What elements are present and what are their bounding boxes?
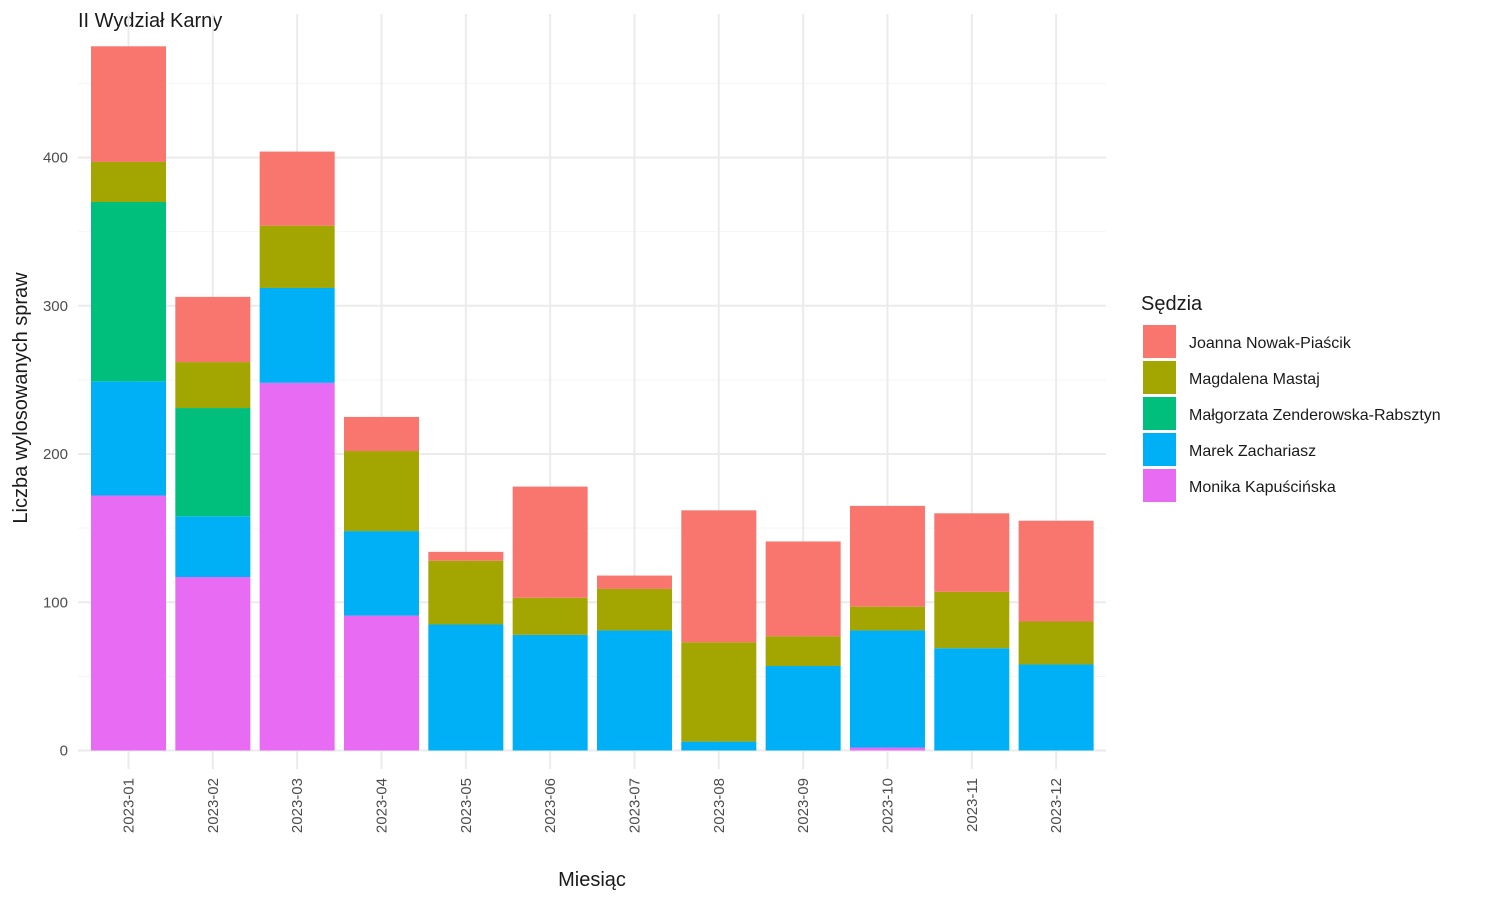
legend-swatch: [1143, 361, 1176, 394]
legend-swatch: [1143, 469, 1176, 502]
bar-stack-2023-02: [175, 296, 251, 751]
legend: Sędzia Joanna Nowak-Piaścik Magdalena Mas…: [1141, 293, 1441, 502]
bar-segment: [91, 161, 166, 202]
bar-segment: [175, 296, 251, 363]
bar-segment: [91, 46, 166, 162]
bar-segment: [596, 575, 672, 589]
bar-segment: [765, 541, 841, 637]
legend-label: Joanna Nowak-Piaścik: [1189, 335, 1352, 352]
bar-segment: [512, 634, 588, 751]
bars: [91, 46, 1094, 751]
bar-segment: [934, 513, 1010, 592]
x-tick-label: 2023-12: [1048, 778, 1065, 833]
bar-segment: [681, 642, 757, 742]
legend-swatch: [1143, 325, 1176, 358]
y-tick-label: 300: [43, 298, 68, 315]
x-tick-label: 2023-01: [121, 778, 138, 833]
y-tick-label: 400: [43, 150, 68, 167]
legend-label: Monika Kapuścińska: [1189, 479, 1336, 496]
bar-segment: [259, 382, 335, 751]
bar-segment: [259, 287, 335, 383]
legend-swatch: [1143, 397, 1176, 430]
x-tick-label: 2023-05: [458, 778, 475, 833]
x-tick-label: 2023-11: [964, 778, 981, 832]
bar-segment: [512, 486, 588, 598]
bar-segment: [596, 588, 672, 631]
bar-segment: [428, 560, 504, 625]
bar-segment: [175, 362, 251, 409]
bar-segment: [1018, 520, 1094, 622]
bar-segment: [175, 577, 251, 751]
bar-stack-2023-04: [343, 416, 419, 751]
bar-stack-2023-12: [1018, 520, 1094, 751]
x-tick-label: 2023-03: [289, 778, 306, 833]
bar-segment: [91, 381, 166, 496]
bar-segment: [259, 151, 335, 226]
bar-stack-2023-03: [259, 151, 335, 751]
bar-segment: [175, 516, 251, 578]
bar-segment: [681, 741, 757, 751]
bar-segment: [91, 201, 166, 382]
legend-label: Magdalena Mastaj: [1189, 371, 1320, 388]
bar-segment: [343, 451, 419, 532]
bar-segment: [849, 505, 925, 607]
bar-segment: [91, 495, 166, 751]
bar-segment: [849, 606, 925, 631]
x-tick-label: 2023-08: [711, 778, 728, 833]
x-tick-label: 2023-07: [626, 778, 643, 833]
x-tick-label: 2023-06: [542, 778, 559, 833]
bar-segment: [343, 416, 419, 452]
y-tick-label: 100: [43, 594, 68, 611]
bar-segment: [1018, 664, 1094, 751]
bar-stack-2023-01: [91, 46, 166, 751]
x-axis-ticks: 2023-01 2023-02 2023-03 2023-04 2023-05 2023-…: [121, 778, 1066, 833]
y-axis-title: Liczba wylosowanych spraw: [10, 272, 32, 524]
x-tick-label: 2023-09: [795, 778, 812, 833]
chart-title: II Wydział Karny: [78, 10, 222, 32]
bar-segment: [343, 615, 419, 751]
y-axis-ticks: 0 100 200 300 400: [43, 150, 68, 760]
bar-segment: [934, 591, 1010, 649]
bar-stack-2023-06: [512, 486, 588, 751]
bar-segment: [765, 636, 841, 666]
bar-segment: [512, 597, 588, 635]
legend-label: Małgorzata Zenderowska-Rabsztyn: [1189, 407, 1441, 424]
bar-segment: [681, 510, 757, 643]
bar-stack-2023-08: [681, 510, 757, 751]
bar-stack-2023-10: [849, 505, 925, 751]
bar-segment: [343, 531, 419, 616]
x-tick-label: 2023-02: [205, 778, 222, 833]
bar-segment: [1018, 621, 1094, 665]
legend-title: Sędzia: [1141, 293, 1203, 315]
legend-swatch: [1143, 433, 1176, 466]
bar-stack-2023-11: [934, 513, 1010, 751]
x-tick-label: 2023-04: [373, 778, 390, 833]
y-tick-label: 200: [43, 446, 68, 463]
bar-segment: [175, 408, 251, 517]
x-tick-label: 2023-10: [879, 778, 896, 833]
bar-segment: [428, 624, 504, 751]
bar-segment: [259, 225, 335, 288]
bar-segment: [849, 747, 925, 751]
bar-segment: [596, 630, 672, 751]
bar-stack-2023-07: [596, 575, 672, 751]
bar-segment: [849, 630, 925, 748]
bar-segment: [428, 551, 504, 561]
bar-stack-2023-05: [428, 551, 504, 751]
bar-stack-2023-09: [765, 541, 841, 751]
y-tick-label: 0: [60, 743, 68, 760]
bar-segment: [934, 648, 1010, 751]
x-axis-title: Miesiąc: [558, 869, 626, 891]
legend-label: Marek Zachariasz: [1189, 443, 1316, 460]
bar-segment: [765, 665, 841, 751]
